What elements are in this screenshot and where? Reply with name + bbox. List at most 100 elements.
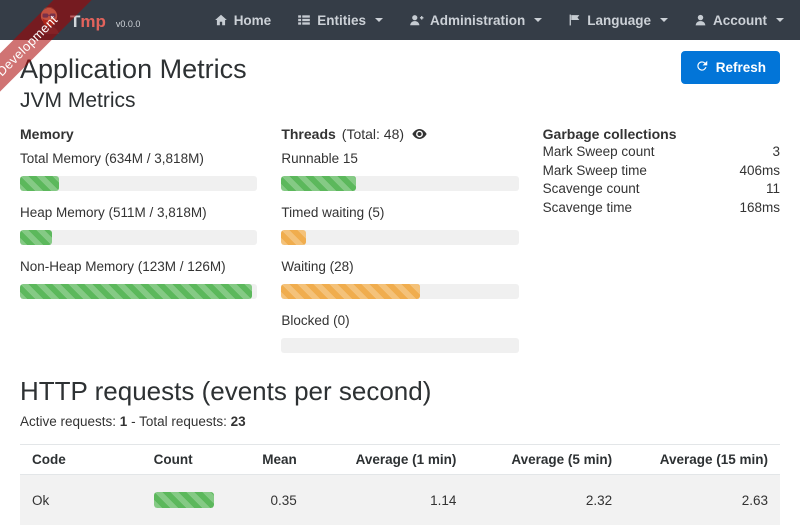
gc-label: Mark Sweep count: [543, 143, 655, 162]
nav-administration-label: Administration: [430, 13, 525, 28]
column-header-avg-1min: Average (1 min): [309, 445, 469, 475]
http-requests-table: Code Count Mean Average (1 min) Average …: [20, 444, 780, 525]
table-header-row: Code Count Mean Average (1 min) Average …: [20, 445, 780, 475]
threads-heading: Threads (Total: 48): [281, 126, 518, 142]
memory-column: Memory Total Memory (634M / 3,818M) Heap…: [20, 123, 257, 367]
http-requests-title: HTTP requests (events per second): [20, 376, 780, 407]
metric-heap-memory: Heap Memory (511M / 3,818M): [20, 205, 257, 245]
progress-fill: [20, 230, 52, 245]
caret-down-icon: [776, 18, 784, 22]
gc-row-mark-sweep-count: Mark Sweep count 3: [543, 143, 780, 162]
caret-down-icon: [375, 18, 383, 22]
caret-down-icon: [660, 18, 668, 22]
cell-avg-15min: 2.63: [624, 475, 780, 525]
gc-row-scavenge-count: Scavenge count 11: [543, 180, 780, 199]
threads-heading-total: (Total: 48): [342, 126, 404, 142]
progress-fill: [154, 492, 214, 508]
flag-icon: [568, 13, 581, 27]
metric-label: Total Memory (634M / 3,818M): [20, 151, 257, 166]
progress-bar: [154, 492, 214, 508]
nav-home[interactable]: Home: [214, 13, 272, 28]
metric-runnable: Runnable 15: [281, 151, 518, 191]
metric-timed-waiting: Timed waiting (5): [281, 205, 518, 245]
gc-row-mark-sweep-time: Mark Sweep time 406ms: [543, 162, 780, 181]
nav-entities[interactable]: Entities: [297, 13, 383, 28]
brand-title: Tmp: [70, 13, 106, 36]
metric-label: Heap Memory (511M / 3,818M): [20, 205, 257, 220]
progress-bar: [20, 176, 257, 191]
gc-value: 168ms: [739, 199, 780, 218]
gc-label: Mark Sweep time: [543, 162, 647, 181]
active-requests-label: Active requests:: [20, 414, 120, 429]
gc-row-scavenge-time: Scavenge time 168ms: [543, 199, 780, 218]
nav-account-label: Account: [713, 13, 767, 28]
th-list-icon: [297, 13, 311, 27]
column-header-mean: Mean: [233, 445, 309, 475]
gc-label: Scavenge time: [543, 199, 632, 218]
gc-value: 3: [772, 143, 780, 162]
metric-total-memory: Total Memory (634M / 3,818M): [20, 151, 257, 191]
progress-bar: [20, 230, 257, 245]
main-content: Application Metrics Refresh JVM Metrics …: [0, 40, 800, 525]
gc-value: 11: [766, 180, 780, 199]
nav-menu: Home Entities Administration Language: [214, 13, 784, 28]
gc-column: Garbage collections Mark Sweep count 3 M…: [543, 123, 780, 367]
cell-avg-5min: 2.32: [468, 475, 624, 525]
metric-label: Non-Heap Memory (123M / 126M): [20, 259, 257, 274]
refresh-button[interactable]: Refresh: [681, 51, 780, 84]
column-header-avg-15min: Average (15 min): [624, 445, 780, 475]
user-icon: [694, 13, 707, 27]
progress-bar: [20, 284, 257, 299]
metric-nonheap-memory: Non-Heap Memory (123M / 126M): [20, 259, 257, 299]
jvm-metrics-title: JVM Metrics: [20, 89, 780, 113]
cell-code: Ok: [20, 475, 142, 525]
progress-fill: [281, 284, 419, 299]
brand[interactable]: Tmp v0.0.0: [36, 4, 140, 36]
home-icon: [214, 13, 228, 27]
requests-summary: Active requests: 1 - Total requests: 23: [20, 414, 780, 429]
cell-count: [142, 475, 233, 525]
progress-bar: [281, 284, 518, 299]
nav-administration[interactable]: Administration: [409, 13, 542, 28]
column-header-avg-5min: Average (5 min): [468, 445, 624, 475]
page-title: Application Metrics: [20, 54, 247, 85]
jvm-columns: Memory Total Memory (634M / 3,818M) Heap…: [20, 123, 780, 367]
nav-account[interactable]: Account: [694, 13, 784, 28]
metric-waiting: Waiting (28): [281, 259, 518, 299]
metric-blocked: Blocked (0): [281, 313, 518, 353]
progress-bar: [281, 176, 518, 191]
threads-heading-bold: Threads: [281, 126, 335, 142]
progress-fill: [20, 176, 59, 191]
memory-heading: Memory: [20, 126, 257, 142]
total-requests-value: 23: [231, 414, 246, 429]
progress-bar: [281, 230, 518, 245]
navbar: Tmp v0.0.0 Home Entities Administration: [0, 0, 800, 40]
threads-column: Threads (Total: 48) Runnable 15 Timed wa…: [281, 123, 518, 367]
refresh-label: Refresh: [716, 60, 766, 75]
expand-threads-eye-icon[interactable]: [412, 128, 427, 140]
column-header-code: Code: [20, 445, 142, 475]
progress-bar: [281, 338, 518, 353]
metric-label: Waiting (28): [281, 259, 518, 274]
progress-fill: [281, 230, 306, 245]
metric-label: Blocked (0): [281, 313, 518, 328]
gc-heading: Garbage collections: [543, 126, 780, 142]
progress-fill: [20, 284, 252, 299]
nav-language[interactable]: Language: [568, 13, 668, 28]
brand-version: v0.0.0: [116, 19, 141, 36]
refresh-icon: [695, 59, 709, 76]
table-row-ok: Ok 0.35 1.14 2.32 2.63: [20, 475, 780, 525]
nav-home-label: Home: [234, 13, 272, 28]
brand-avatar-icon: [36, 4, 62, 36]
nav-entities-label: Entities: [317, 13, 366, 28]
cell-avg-1min: 1.14: [309, 475, 469, 525]
column-header-count: Count: [142, 445, 233, 475]
nav-language-label: Language: [587, 13, 651, 28]
page-header: Application Metrics Refresh: [20, 48, 780, 87]
gc-label: Scavenge count: [543, 180, 640, 199]
cell-mean: 0.35: [233, 475, 309, 525]
metric-label: Timed waiting (5): [281, 205, 518, 220]
metric-label: Runnable 15: [281, 151, 518, 166]
caret-down-icon: [534, 18, 542, 22]
progress-fill: [281, 176, 355, 191]
